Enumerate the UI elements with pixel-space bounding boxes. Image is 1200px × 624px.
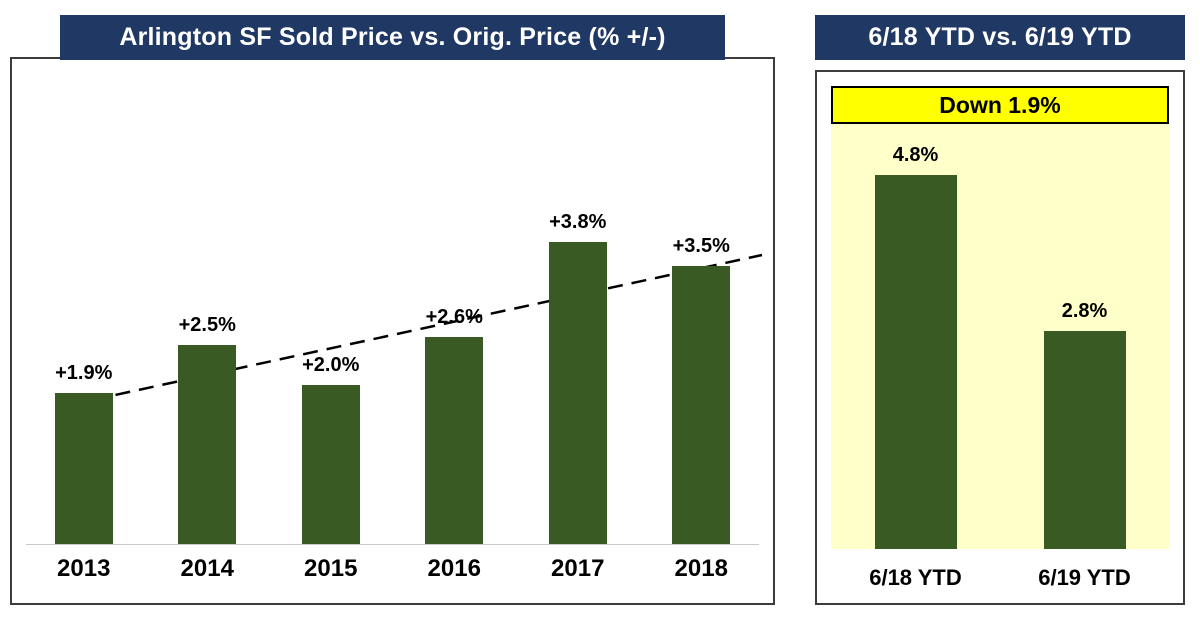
- x-axis-label: 6/18 YTD: [869, 565, 962, 590]
- bar-value-label: +2.0%: [302, 354, 360, 376]
- bar: [301, 385, 360, 544]
- bar: [874, 175, 957, 549]
- bar-group: +3.8%: [516, 211, 640, 544]
- right-chart-box: Down 1.9% 4.8% 2.8% 6/18 YTD 6/19 YTD: [815, 70, 1185, 605]
- right-chart-background: Down 1.9% 4.8% 2.8%: [831, 86, 1169, 549]
- x-axis-label: 6/19 YTD: [1038, 565, 1131, 590]
- x-axis-label: 2016: [427, 555, 481, 582]
- bar: [178, 345, 237, 544]
- bar-value-label: +1.9%: [55, 362, 113, 384]
- x-axis-label: 2015: [304, 555, 358, 582]
- bar-group: 2.8%: [1000, 300, 1169, 549]
- bar: [1043, 331, 1126, 549]
- bar-group: +3.5%: [640, 235, 764, 544]
- bar-group: 4.8%: [831, 144, 1000, 549]
- right-chart-plot-area: 4.8% 2.8%: [831, 124, 1169, 549]
- bar-group: +2.6%: [393, 306, 517, 544]
- right-x-axis-labels: 6/18 YTD 6/19 YTD: [831, 549, 1169, 599]
- bar-value-label: 4.8%: [892, 144, 939, 166]
- trend-line: [91, 253, 763, 402]
- bar-value-label: +3.5%: [672, 235, 730, 257]
- bar-value-label: 2.8%: [1061, 300, 1108, 322]
- left-chart-box: +1.9% +2.5% +2.0% +2.6% +3.8% +3.5% 2013 2014 2…: [10, 57, 775, 605]
- left-x-axis-labels: 2013 2014 2015 2016 2017 2018: [12, 545, 773, 583]
- bar-group: +2.5%: [146, 314, 270, 544]
- right-chart-panel: 6/18 YTD vs. 6/19 YTD Down 1.9% 4.8% 2.8%…: [815, 15, 1185, 605]
- x-axis-line: [26, 544, 759, 545]
- bar: [54, 393, 113, 544]
- left-chart-panel: Arlington SF Sold Price vs. Orig. Price …: [10, 15, 775, 605]
- x-axis-label: 2014: [180, 555, 234, 582]
- bar-value-label: +2.5%: [178, 314, 236, 336]
- bar: [548, 242, 607, 544]
- x-axis-label: 2017: [551, 555, 605, 582]
- bar-group: +1.9%: [22, 362, 146, 544]
- bar: [425, 337, 484, 544]
- bar-value-label: +2.6%: [425, 306, 483, 328]
- bar: [672, 266, 731, 544]
- bar-value-label: +3.8%: [549, 211, 607, 233]
- x-axis-label: 2018: [674, 555, 728, 582]
- bar-group: +2.0%: [269, 354, 393, 544]
- left-chart-plot-area: +1.9% +2.5% +2.0% +2.6% +3.8% +3.5%: [12, 59, 773, 544]
- right-chart-title: 6/18 YTD vs. 6/19 YTD: [815, 15, 1185, 60]
- left-chart-title: Arlington SF Sold Price vs. Orig. Price …: [60, 15, 725, 60]
- down-percentage-banner: Down 1.9%: [831, 86, 1169, 124]
- x-axis-label: 2013: [57, 555, 111, 582]
